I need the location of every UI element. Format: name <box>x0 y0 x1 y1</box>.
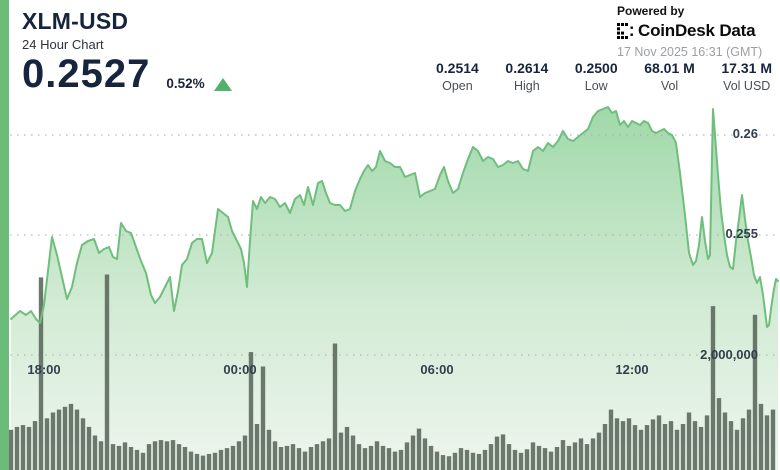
stat-volume-usd-label: Vol USD <box>723 79 771 93</box>
stat-volume-usd-value: 17.31 M <box>721 60 772 76</box>
chart-subtitle: 24 Hour Chart <box>22 37 104 52</box>
coindesk-brand-text: CoinDesk Data <box>638 21 756 40</box>
accent-strip <box>0 0 9 470</box>
stat-low-value: 0.2500 <box>574 60 618 76</box>
coindesk-logo[interactable]: CoinDesk Data <box>617 21 762 41</box>
symbol-title: XLM-USD <box>22 8 129 34</box>
stat-high-value: 0.2614 <box>505 60 549 76</box>
stat-open-value: 0.2514 <box>436 60 479 76</box>
x-axis-label-1800: 18:00 <box>27 362 61 377</box>
x-axis-label-1200: 12:00 <box>615 362 649 377</box>
stat-open-label: Open <box>442 79 473 93</box>
stat-volume-label: Vol <box>660 79 679 93</box>
stat-high: 0.2614 High <box>505 60 548 93</box>
stat-volume: 68.01 M Vol <box>644 60 695 93</box>
x-axis-label-0000: 00:00 <box>223 362 257 377</box>
chart-timestamp: 17 Nov 2025 16:31 (GMT) <box>617 45 763 59</box>
stat-open: 0.2514 Open <box>436 60 479 93</box>
y-axis-label-0-255: 0.255 <box>725 226 758 241</box>
powered-by-block: Powered by CoinDesk Data 17 Nov 2025 16:… <box>617 4 762 59</box>
stats-row: 0.2514 Open 0.2614 High 0.2500 Low 68.01… <box>436 60 772 93</box>
price-change-percent: 0.52% <box>166 76 205 91</box>
volume-axis-label-2m: 2,000,000 <box>700 347 758 362</box>
coindesk-logo-icon <box>617 23 633 39</box>
chart-header: XLM-USD 24 Hour Chart 0.2527 0.52% <box>22 8 232 94</box>
up-triangle-icon <box>213 78 232 91</box>
price-row: 0.2527 0.52% <box>22 54 232 94</box>
stat-low-label: Low <box>584 79 608 93</box>
current-price: 0.2527 <box>22 52 151 96</box>
stat-high-label: High <box>513 79 540 93</box>
stat-low: 0.2500 Low <box>575 60 618 93</box>
powered-by-label: Powered by <box>617 4 685 18</box>
stat-volume-usd: 17.31 M Vol USD <box>721 60 772 93</box>
stat-volume-value: 68.01 M <box>644 60 695 76</box>
y-axis-label-0-26: 0.26 <box>732 126 758 141</box>
x-axis-label-0600: 06:00 <box>420 362 454 377</box>
